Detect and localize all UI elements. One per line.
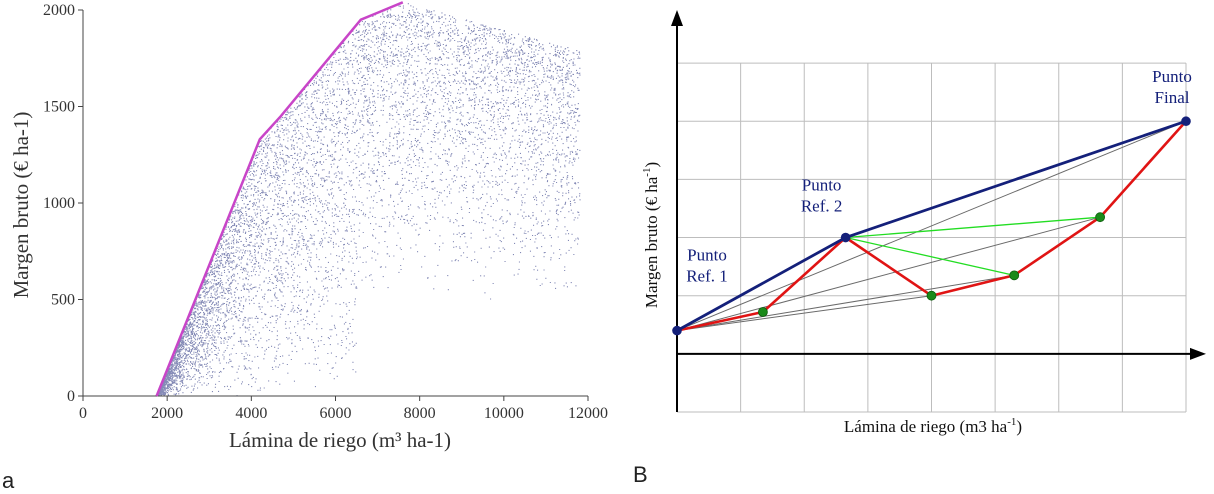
y-tick-label: 2000 (43, 2, 75, 19)
y-tick-label: 1500 (43, 99, 75, 116)
x-tick-label: 8000 (404, 405, 436, 422)
panel-b-green-links (845, 216, 1101, 276)
green-point (1095, 212, 1106, 223)
frontier-point (840, 232, 851, 243)
x-tick-label: 6000 (320, 405, 352, 422)
x-tick-label: 2000 (151, 405, 183, 422)
green-point (757, 307, 768, 317)
x-axis-arrow-icon (1190, 347, 1206, 360)
panel-b-y-axis-label: Margen bruto (€ ha-1) (641, 162, 661, 308)
thin-link (676, 120, 1187, 332)
green-point (926, 290, 937, 301)
scatter-point-cloud (154, 2, 581, 397)
panel-b-grid (677, 62, 1187, 413)
green-point (1009, 270, 1020, 281)
frontier-point (672, 325, 682, 336)
panel-b-points (672, 116, 1191, 336)
panel-a-axes (78, 9, 589, 401)
panel-a-frontier-line (155, 1, 404, 397)
panel-a-y-axis-label: Margen bruto (€ ha-1) (9, 112, 33, 299)
thin-link (676, 274, 1015, 332)
frontier-point (1181, 116, 1191, 127)
thin-link (676, 216, 1101, 332)
panel-b-label: B (633, 462, 648, 487)
panel-b-axes (671, 10, 1206, 412)
y-tick-label: 500 (51, 292, 75, 309)
panel-a-scatter-points (154, 2, 581, 397)
point-label-line: Ref. 1 (686, 267, 728, 286)
y-tick-label: 0 (67, 388, 75, 405)
point-label-line: Punto (1152, 67, 1192, 86)
x-tick-label: 12000 (568, 405, 608, 422)
panel-a-label: a (2, 468, 15, 493)
x-tick-label: 0 (79, 405, 87, 422)
point-label-line: Punto (802, 176, 842, 195)
y-tick-label: 1000 (43, 195, 75, 212)
point-label-line: Ref. 2 (801, 197, 843, 216)
point-label-line: Final (1155, 88, 1190, 107)
point-label: Punto Ref. 2 (801, 176, 843, 216)
point-label: Punto Ref. 1 (686, 246, 728, 286)
x-tick-label: 10000 (484, 405, 524, 422)
green-link (845, 216, 1101, 239)
panel-b-point-labels: Punto Ref. 1 Punto Ref. 2 Punto Final (686, 67, 1192, 285)
green-link (845, 236, 1015, 276)
panel-a-tick-labels: 0 2000 4000 6000 8000 10000 12000 0 500 1000 1500 2… (43, 2, 608, 422)
panel-b-x-axis-label: Lámina de riego (m3 ha-1) (844, 416, 1022, 436)
x-tick-label: 4000 (235, 405, 267, 422)
frontier-polyline (155, 1, 404, 397)
point-label-line: Punto (687, 246, 727, 265)
point-label: Punto Final (1152, 67, 1192, 107)
panel-a-x-axis-label: Lámina de riego (m³ ha-1) (229, 428, 451, 452)
y-axis-arrow-icon (671, 10, 683, 26)
thin-link (676, 295, 932, 332)
